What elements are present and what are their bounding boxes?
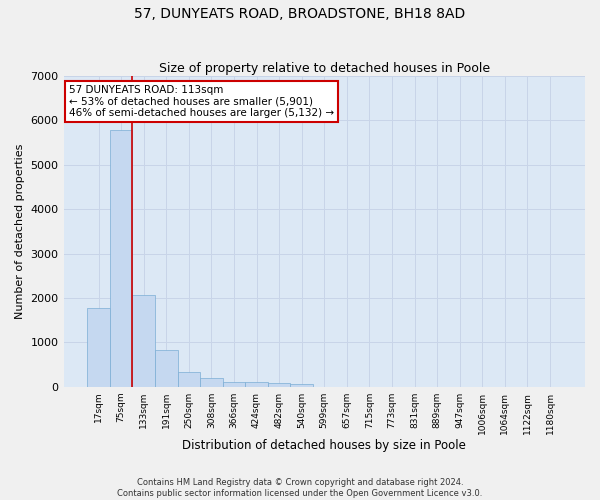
Bar [290,384,313,387]
Text: 57, DUNYEATS ROAD, BROADSTONE, BH18 8AD: 57, DUNYEATS ROAD, BROADSTONE, BH18 8AD [134,8,466,22]
Text: Contains HM Land Registry data © Crown copyright and database right 2024.
Contai: Contains HM Land Registry data © Crown c… [118,478,482,498]
Bar [245,382,268,387]
Bar [87,308,110,387]
Bar [223,382,245,387]
Bar [178,372,200,387]
Bar [133,296,155,387]
Bar [155,350,178,387]
Title: Size of property relative to detached houses in Poole: Size of property relative to detached ho… [159,62,490,74]
Bar [268,383,290,387]
Bar [110,130,133,387]
Y-axis label: Number of detached properties: Number of detached properties [15,144,25,319]
Text: 57 DUNYEATS ROAD: 113sqm
← 53% of detached houses are smaller (5,901)
46% of sem: 57 DUNYEATS ROAD: 113sqm ← 53% of detach… [69,85,334,118]
X-axis label: Distribution of detached houses by size in Poole: Distribution of detached houses by size … [182,440,466,452]
Bar [200,378,223,387]
